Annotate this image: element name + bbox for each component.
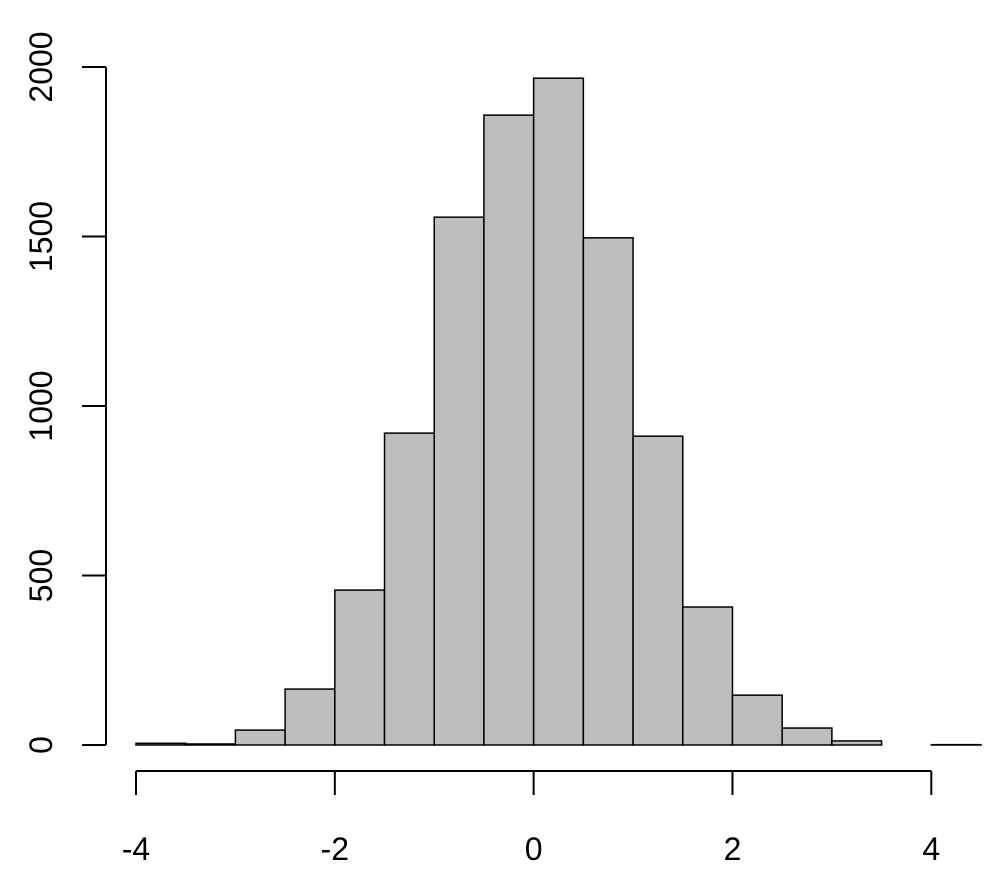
y-tick-label: 1000 bbox=[23, 370, 59, 441]
bar bbox=[433, 216, 485, 746]
y-tick-label: 500 bbox=[23, 549, 59, 602]
x-tick-label: 2 bbox=[724, 831, 742, 867]
bar bbox=[483, 114, 535, 746]
bar bbox=[184, 743, 237, 746]
x-tick-label: -2 bbox=[321, 831, 349, 867]
bar bbox=[731, 694, 783, 746]
y-tick-label: 0 bbox=[23, 736, 59, 754]
x-tick-label: -4 bbox=[122, 831, 150, 867]
bar bbox=[582, 237, 634, 746]
bar bbox=[135, 742, 187, 746]
bar bbox=[831, 740, 883, 746]
bar bbox=[234, 729, 286, 746]
bar bbox=[334, 589, 386, 746]
bar bbox=[383, 432, 435, 746]
y-tick-label: 1500 bbox=[23, 201, 59, 272]
bar bbox=[781, 727, 833, 746]
y-tick-label: 2000 bbox=[23, 31, 59, 102]
bar bbox=[284, 688, 336, 746]
x-tick-label: 4 bbox=[922, 831, 940, 867]
bar bbox=[632, 435, 684, 746]
x-tick-label: 0 bbox=[525, 831, 543, 867]
bar bbox=[532, 77, 585, 746]
bar bbox=[682, 606, 734, 746]
